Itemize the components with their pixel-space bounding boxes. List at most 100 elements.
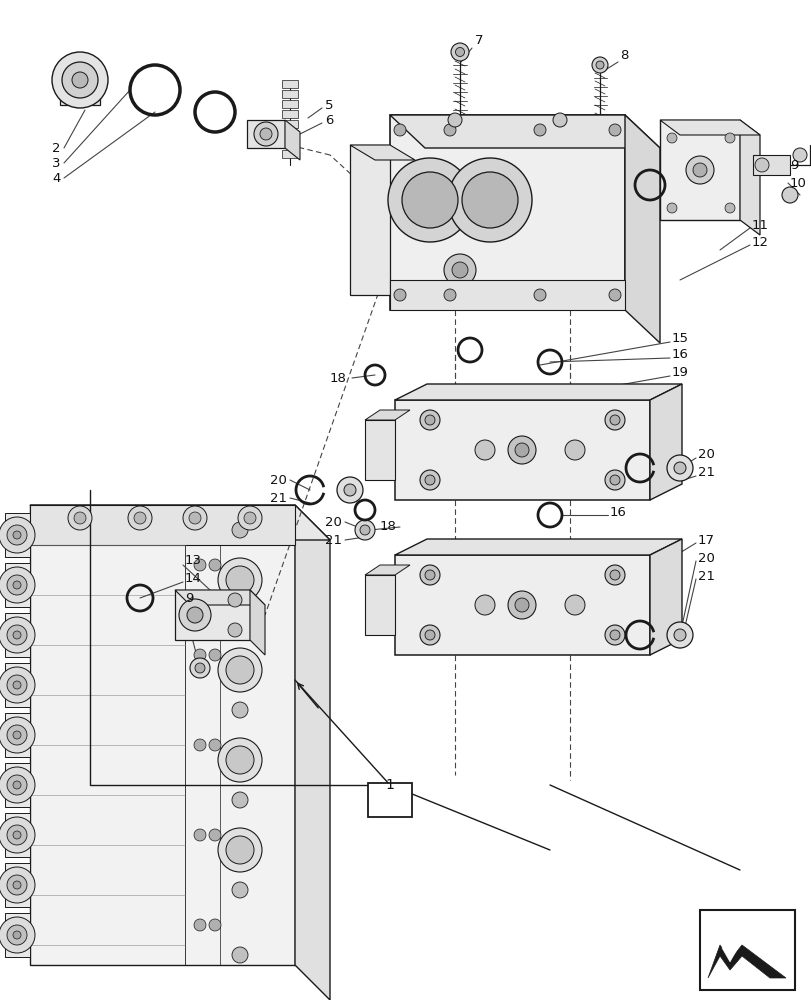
Polygon shape <box>394 384 681 400</box>
Circle shape <box>534 289 545 301</box>
Circle shape <box>666 133 676 143</box>
Circle shape <box>552 113 566 127</box>
Circle shape <box>7 825 27 845</box>
Polygon shape <box>394 539 681 555</box>
Circle shape <box>194 649 206 661</box>
Text: 18: 18 <box>329 371 346 384</box>
Circle shape <box>0 517 35 553</box>
Circle shape <box>7 675 27 695</box>
Circle shape <box>673 629 685 641</box>
Circle shape <box>452 262 467 278</box>
Circle shape <box>228 593 242 607</box>
Polygon shape <box>365 565 410 575</box>
Circle shape <box>461 172 517 228</box>
Circle shape <box>685 156 713 184</box>
Polygon shape <box>649 384 681 500</box>
Circle shape <box>68 506 92 530</box>
Text: 7: 7 <box>474 34 483 47</box>
Polygon shape <box>659 120 739 220</box>
Polygon shape <box>389 280 624 310</box>
Text: 20: 20 <box>697 448 714 462</box>
Circle shape <box>232 522 247 538</box>
Circle shape <box>401 172 457 228</box>
Text: 21: 21 <box>697 466 714 480</box>
Circle shape <box>13 731 21 739</box>
Circle shape <box>7 625 27 645</box>
Circle shape <box>128 506 152 530</box>
Circle shape <box>254 122 277 146</box>
Circle shape <box>508 591 535 619</box>
Circle shape <box>724 133 734 143</box>
Polygon shape <box>707 945 785 978</box>
Text: 21: 21 <box>324 534 341 546</box>
Circle shape <box>444 254 475 286</box>
Polygon shape <box>394 400 649 500</box>
Circle shape <box>666 203 676 213</box>
Circle shape <box>7 875 27 895</box>
Circle shape <box>232 792 247 808</box>
Circle shape <box>419 565 440 585</box>
Circle shape <box>514 443 528 457</box>
Circle shape <box>225 566 254 594</box>
Text: 18: 18 <box>380 520 397 534</box>
Circle shape <box>13 781 21 789</box>
Circle shape <box>609 630 620 640</box>
Circle shape <box>0 867 35 903</box>
Circle shape <box>243 512 255 524</box>
Circle shape <box>754 158 768 172</box>
Circle shape <box>474 595 495 615</box>
Polygon shape <box>365 575 394 635</box>
Polygon shape <box>285 120 299 160</box>
Polygon shape <box>281 130 298 138</box>
Circle shape <box>7 525 27 545</box>
FancyBboxPatch shape <box>367 783 411 817</box>
Text: 3: 3 <box>52 157 61 170</box>
Polygon shape <box>250 590 264 655</box>
Circle shape <box>195 663 204 673</box>
Circle shape <box>62 62 98 98</box>
Polygon shape <box>281 110 298 118</box>
Polygon shape <box>350 145 389 295</box>
Text: 11: 11 <box>751 219 768 232</box>
Text: 20: 20 <box>697 552 714 564</box>
Circle shape <box>225 656 254 684</box>
Circle shape <box>208 919 221 931</box>
Polygon shape <box>5 613 30 657</box>
Circle shape <box>13 681 21 689</box>
Polygon shape <box>350 145 414 160</box>
Circle shape <box>190 658 210 678</box>
Circle shape <box>474 440 495 460</box>
Circle shape <box>194 919 206 931</box>
Circle shape <box>595 61 603 69</box>
Text: 20: 20 <box>270 474 286 487</box>
Circle shape <box>232 882 247 898</box>
Circle shape <box>189 512 201 524</box>
Circle shape <box>13 831 21 839</box>
Circle shape <box>52 52 108 108</box>
Polygon shape <box>365 420 394 480</box>
Circle shape <box>13 881 21 889</box>
Circle shape <box>0 717 35 753</box>
Circle shape <box>208 649 221 661</box>
Polygon shape <box>5 913 30 957</box>
Text: 5: 5 <box>324 99 333 112</box>
Circle shape <box>260 128 272 140</box>
Circle shape <box>692 163 706 177</box>
Circle shape <box>0 617 35 653</box>
Circle shape <box>194 559 206 571</box>
Circle shape <box>228 623 242 637</box>
Polygon shape <box>5 713 30 757</box>
Circle shape <box>508 436 535 464</box>
Polygon shape <box>281 140 298 148</box>
Circle shape <box>450 43 469 61</box>
Circle shape <box>7 775 27 795</box>
Polygon shape <box>649 539 681 655</box>
Circle shape <box>419 470 440 490</box>
Text: 16: 16 <box>672 349 688 361</box>
Polygon shape <box>281 120 298 128</box>
Polygon shape <box>294 505 329 1000</box>
Circle shape <box>208 829 221 841</box>
Circle shape <box>666 622 692 648</box>
Polygon shape <box>5 513 30 557</box>
Polygon shape <box>5 813 30 857</box>
